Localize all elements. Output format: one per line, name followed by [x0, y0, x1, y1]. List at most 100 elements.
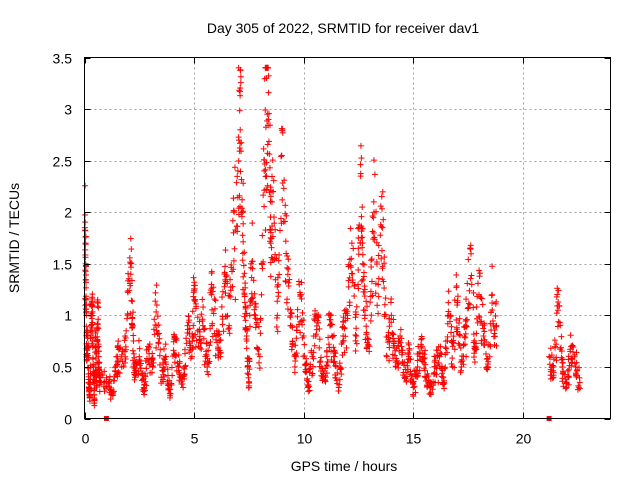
data-point	[285, 256, 292, 263]
data-point	[389, 330, 396, 337]
data-point	[430, 378, 437, 385]
data-point	[226, 330, 233, 337]
data-point	[258, 260, 265, 267]
data-point	[222, 290, 229, 297]
data-point	[167, 390, 174, 397]
data-point	[422, 367, 429, 374]
data-point	[488, 292, 495, 299]
data-point	[312, 333, 319, 340]
data-point	[191, 279, 198, 286]
data-point	[146, 355, 153, 362]
data-point	[467, 242, 474, 249]
data-point	[172, 353, 179, 360]
data-point	[136, 356, 143, 363]
data-point	[267, 198, 274, 205]
data-point	[267, 193, 274, 200]
data-point	[298, 295, 305, 302]
data-point	[564, 374, 571, 381]
data-point	[295, 278, 302, 285]
data-point	[256, 353, 263, 360]
data-point	[318, 354, 325, 361]
data-point	[332, 375, 339, 382]
data-point	[353, 303, 360, 310]
data-point	[349, 270, 356, 277]
data-point	[146, 341, 153, 348]
data-point	[205, 347, 212, 354]
data-point	[381, 285, 388, 292]
data-point	[283, 212, 290, 219]
data-point	[484, 360, 491, 367]
data-point	[270, 188, 277, 195]
data-point	[208, 306, 215, 313]
data-point	[367, 288, 374, 295]
data-point	[168, 380, 175, 387]
data-point	[381, 301, 388, 308]
data-point	[157, 346, 164, 353]
data-point	[204, 355, 211, 362]
data-point	[156, 335, 163, 342]
data-point	[375, 293, 382, 300]
data-point	[196, 336, 203, 343]
data-point	[200, 304, 207, 311]
data-point	[267, 259, 274, 266]
data-point	[422, 377, 429, 384]
data-point	[406, 347, 413, 354]
data-point	[417, 341, 424, 348]
data-point	[238, 213, 245, 220]
data-point	[249, 220, 256, 227]
data-point	[82, 277, 89, 284]
data-point	[130, 332, 137, 339]
data-point	[481, 320, 488, 327]
data-point	[151, 316, 158, 323]
data-point	[214, 339, 221, 346]
data-point	[95, 304, 102, 311]
data-point	[361, 283, 368, 290]
data-point	[150, 359, 157, 366]
data-point	[82, 241, 89, 248]
data-point	[230, 195, 237, 202]
data-point	[207, 339, 214, 346]
data-point	[355, 251, 362, 258]
data-point	[306, 387, 313, 394]
data-point	[368, 256, 375, 263]
data-point	[205, 371, 212, 378]
data-point	[342, 333, 349, 340]
data-point	[98, 379, 105, 386]
data-point	[316, 336, 323, 343]
data-point	[237, 168, 244, 175]
data-point	[217, 336, 224, 343]
data-point	[297, 329, 304, 336]
data-point	[565, 366, 572, 373]
data-point	[371, 171, 378, 178]
data-point	[481, 336, 488, 343]
data-point	[240, 220, 247, 227]
x-tick-label: 5	[191, 431, 199, 447]
data-point	[437, 343, 444, 350]
data-point	[323, 362, 330, 369]
data-point	[313, 322, 320, 329]
data-point	[293, 335, 300, 342]
data-point	[359, 276, 366, 283]
data-point	[468, 272, 475, 279]
data-point	[216, 331, 223, 338]
data-point	[414, 357, 421, 364]
data-point	[314, 317, 321, 324]
data-point	[381, 260, 388, 267]
data-point	[350, 245, 357, 252]
data-point	[442, 344, 449, 351]
data-point	[266, 151, 273, 158]
data-point	[137, 365, 144, 372]
data-point	[221, 283, 228, 290]
data-point	[262, 107, 269, 114]
data-point	[107, 386, 114, 393]
data-point	[176, 371, 183, 378]
data-point	[437, 350, 444, 357]
data-point	[301, 341, 308, 348]
data-point	[124, 312, 131, 319]
data-point	[244, 327, 251, 334]
data-point	[131, 354, 138, 361]
data-point	[231, 164, 238, 171]
data-point	[445, 299, 452, 306]
data-point	[251, 290, 258, 297]
data-point	[103, 374, 110, 381]
